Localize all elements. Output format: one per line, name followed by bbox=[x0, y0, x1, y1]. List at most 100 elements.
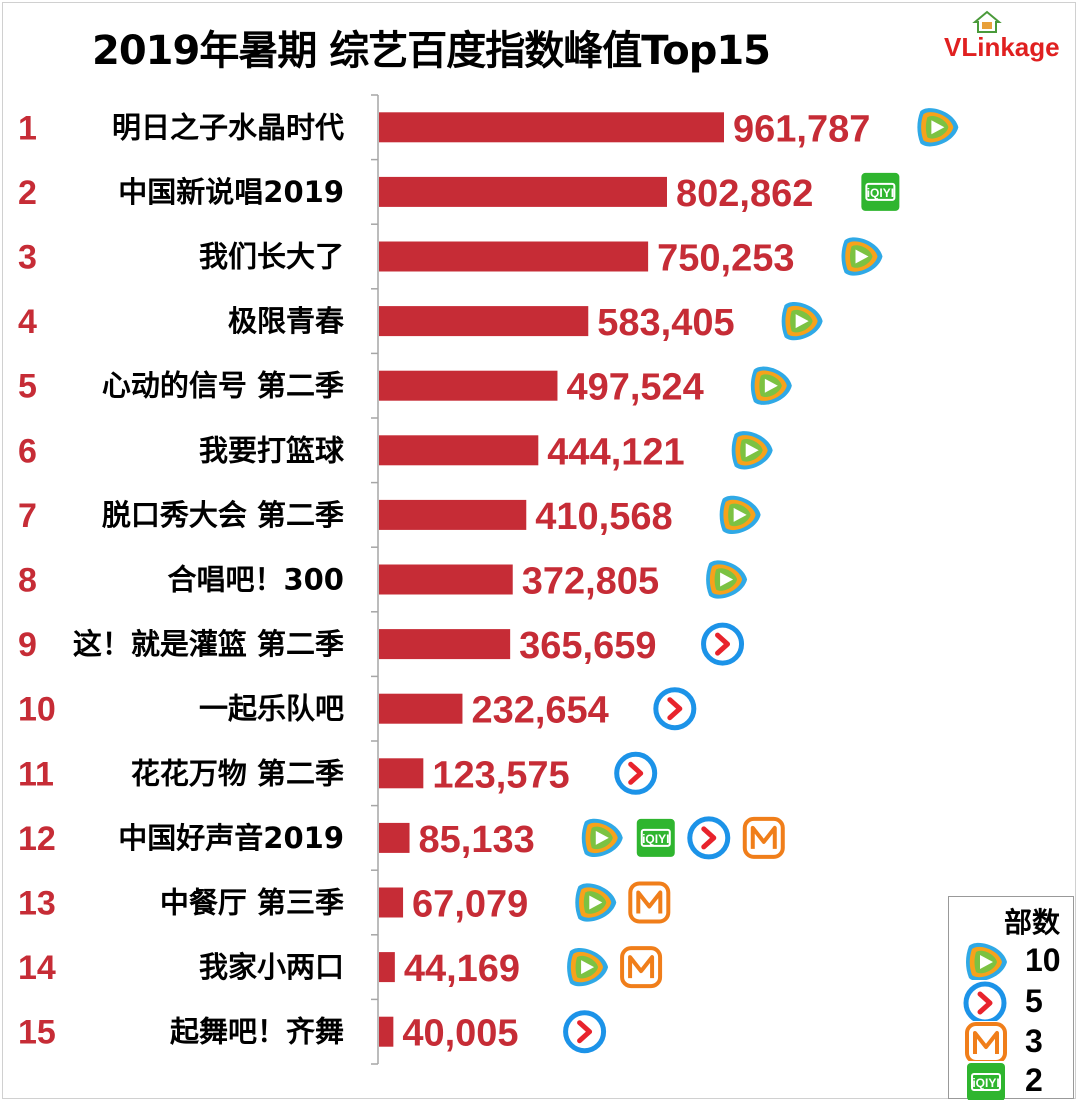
tencent-video-icon bbox=[581, 818, 623, 858]
youku-icon-glyph bbox=[963, 981, 1007, 1025]
category-label: 心动的信号 第二季 bbox=[102, 369, 344, 403]
rank-label: 5 bbox=[18, 368, 37, 406]
legend-item-mango: 3 bbox=[963, 1021, 1073, 1064]
legend-count-iqiyi: 2 bbox=[1025, 1062, 1043, 1098]
bar bbox=[379, 822, 410, 853]
mango-tv-icon-glyph bbox=[965, 1022, 1007, 1064]
category-label: 我要打篮球 bbox=[199, 433, 345, 467]
tencent-video-icon bbox=[706, 560, 748, 599]
bar bbox=[379, 499, 527, 530]
tencent-video-icon bbox=[781, 301, 823, 341]
rank-label: 1 bbox=[18, 109, 37, 147]
tencent-video-icon bbox=[719, 495, 761, 535]
rank-label: 14 bbox=[18, 949, 56, 987]
rank-label: 3 bbox=[18, 239, 37, 277]
category-label: 中国新说唱2019 bbox=[118, 175, 344, 209]
rank-label: 8 bbox=[18, 562, 37, 600]
rank-label: 4 bbox=[18, 303, 37, 341]
chart-title: 2019年暑期 综艺百度指数峰值Top15 bbox=[92, 28, 771, 74]
tencent-video-icon bbox=[567, 947, 609, 987]
category-label: 我们长大了 bbox=[199, 240, 344, 274]
category-label: 这！就是灌篮 第二季 bbox=[73, 627, 344, 661]
value-label: 750,253 bbox=[657, 238, 794, 280]
svg-text:iQIYI: iQIYI bbox=[972, 1076, 999, 1090]
logo-house-icon bbox=[972, 10, 1002, 33]
bar bbox=[379, 370, 558, 401]
category-label: 我家小两口 bbox=[199, 950, 344, 984]
rank-label: 11 bbox=[18, 755, 54, 793]
youku-icon bbox=[653, 687, 697, 731]
tencent-video-icon bbox=[841, 237, 883, 276]
bar bbox=[379, 176, 667, 207]
value-label: 40,005 bbox=[402, 1013, 518, 1055]
value-label: 410,568 bbox=[535, 496, 672, 538]
bar bbox=[379, 241, 649, 272]
iqiyi-icon: iQIYI bbox=[967, 1063, 1005, 1101]
category-label: 合唱吧！300 bbox=[167, 563, 344, 597]
svg-text:iQIYI: iQIYI bbox=[867, 186, 894, 200]
svg-text:iQIYI: iQIYI bbox=[642, 832, 669, 846]
bar bbox=[379, 887, 404, 918]
value-label: 85,133 bbox=[419, 819, 535, 861]
rank-label: 2 bbox=[18, 174, 37, 212]
category-label: 明日之子水晶时代 bbox=[112, 110, 344, 144]
tencent-video-icon bbox=[750, 366, 792, 405]
bar bbox=[379, 1016, 394, 1047]
mango-tv-icon bbox=[628, 881, 671, 924]
value-label: 67,079 bbox=[412, 884, 528, 926]
bar bbox=[379, 564, 513, 595]
bar bbox=[379, 693, 463, 724]
value-label: 497,524 bbox=[566, 367, 703, 409]
rank-label: 7 bbox=[18, 497, 37, 535]
category-label: 极限青春 bbox=[228, 304, 345, 338]
value-label: 444,121 bbox=[547, 431, 684, 473]
legend-item-tencent: 10 bbox=[963, 940, 1073, 982]
mango-tv-icon bbox=[965, 1022, 1007, 1064]
tencent-video-icon bbox=[917, 108, 959, 147]
bar bbox=[379, 952, 395, 983]
mango-tv-icon bbox=[620, 946, 663, 989]
value-label: 232,654 bbox=[471, 690, 608, 732]
category-label: 脱口秀大会 第二季 bbox=[102, 498, 344, 532]
tencent-video-icon bbox=[731, 431, 773, 470]
tencent-video-icon-glyph bbox=[966, 942, 1007, 982]
rank-label: 9 bbox=[18, 626, 37, 664]
mango-tv-icon bbox=[742, 816, 785, 859]
rank-label: 10 bbox=[18, 691, 56, 729]
bar bbox=[379, 629, 511, 660]
vlinkage-logo: VLinkage bbox=[944, 10, 1072, 66]
rank-label: 15 bbox=[18, 1014, 56, 1052]
category-label: 中餐厅 第三季 bbox=[160, 886, 344, 920]
value-label: 583,405 bbox=[597, 302, 734, 344]
category-label: 起舞吧！齐舞 bbox=[170, 1015, 344, 1049]
youku-icon bbox=[963, 981, 1007, 1025]
legend-count-mango: 3 bbox=[1025, 1023, 1043, 1059]
youku-icon bbox=[687, 816, 731, 860]
category-label: 中国好声音2019 bbox=[118, 821, 344, 855]
rank-label: 12 bbox=[18, 820, 56, 858]
value-label: 123,575 bbox=[432, 754, 569, 796]
youku-icon bbox=[563, 1010, 607, 1054]
legend-item-youku: 5 bbox=[963, 981, 1073, 1025]
bar bbox=[379, 112, 724, 143]
iqiyi-icon: iQIYI bbox=[861, 172, 900, 211]
legend-item-iqiyi: iQIYI 2 bbox=[963, 1060, 1073, 1101]
category-label: 一起乐队吧 bbox=[199, 692, 344, 726]
logo-text: VLinkage bbox=[944, 32, 1060, 63]
rank-label: 13 bbox=[18, 885, 56, 923]
legend-count-tencent: 10 bbox=[1025, 942, 1061, 978]
category-label: 花花万物 第二季 bbox=[131, 756, 344, 790]
bar bbox=[379, 306, 589, 337]
value-label: 961,787 bbox=[733, 108, 870, 150]
iqiyi-icon-glyph: iQIYI bbox=[967, 1063, 1005, 1101]
tencent-video-icon bbox=[575, 883, 617, 922]
bar bbox=[379, 758, 424, 789]
rank-label: 6 bbox=[18, 432, 37, 470]
legend: 部数 10 5 3 iQIYI 2 bbox=[948, 896, 1074, 1101]
youku-icon bbox=[614, 751, 658, 795]
value-label: 802,862 bbox=[676, 173, 813, 215]
tencent-video-icon bbox=[966, 942, 1007, 982]
bar bbox=[379, 435, 539, 466]
legend-count-youku: 5 bbox=[1025, 983, 1043, 1019]
